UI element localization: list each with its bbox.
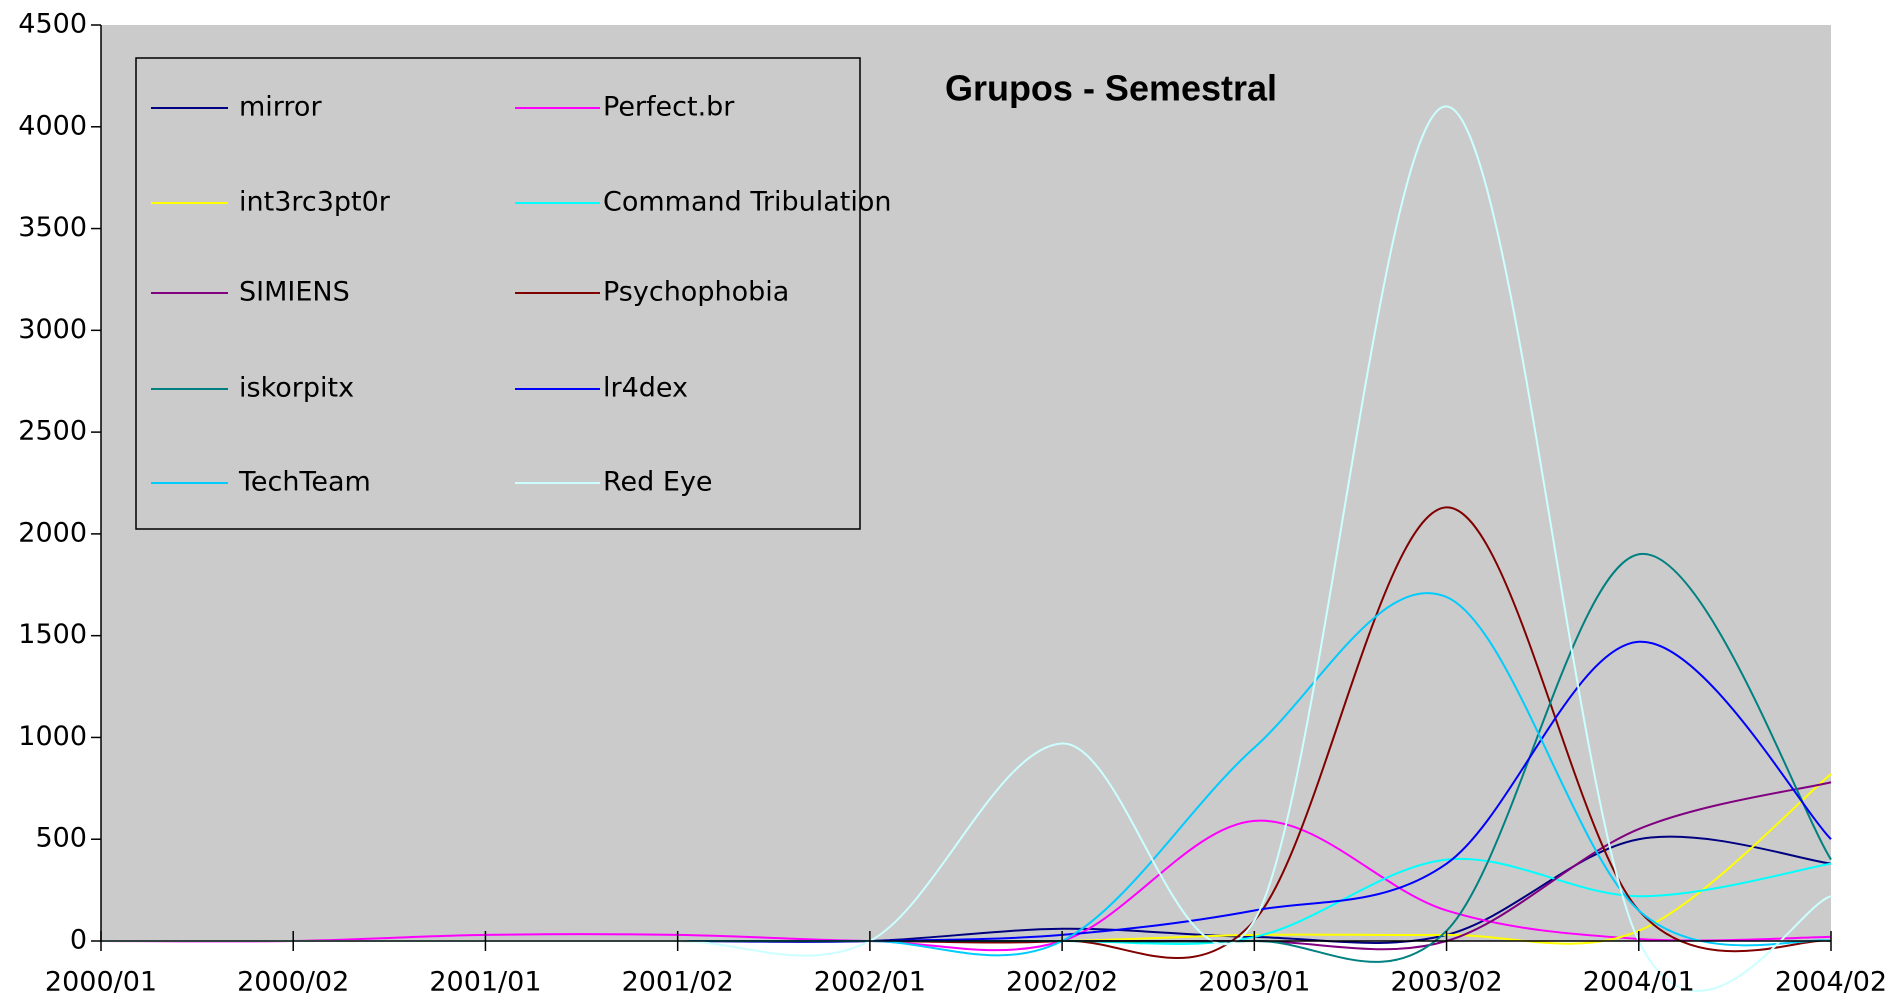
x-tick-label: 2000/01 xyxy=(45,967,157,998)
legend-label: SIMIENS xyxy=(239,277,350,308)
y-tick-label: 1000 xyxy=(18,721,87,752)
legend-box xyxy=(135,57,861,530)
y-tick-label: 4000 xyxy=(18,110,87,141)
legend-label: mirror xyxy=(239,92,322,123)
legend-label: Red Eye xyxy=(603,467,713,498)
y-tick-label: 3500 xyxy=(18,212,87,243)
y-tick-label: 3000 xyxy=(18,314,87,345)
y-tick-label: 4500 xyxy=(18,9,87,40)
chart-title: Grupos - Semestral xyxy=(945,68,1277,109)
y-tick-label: 1500 xyxy=(18,619,87,650)
x-tick-label: 2003/01 xyxy=(1198,967,1310,998)
legend-label: TechTeam xyxy=(238,467,371,498)
x-tick-label: 2000/02 xyxy=(237,967,349,998)
legend-label: int3rc3pt0r xyxy=(239,187,391,218)
series-line xyxy=(100,819,1832,952)
x-tick-label: 2001/01 xyxy=(429,967,541,998)
x-tick-label: 2002/02 xyxy=(1006,967,1118,998)
y-tick-label: 0 xyxy=(70,925,87,956)
legend-label: Command Tribulation xyxy=(603,187,892,218)
y-tick-label: 500 xyxy=(35,823,87,854)
x-tick-label: 2001/02 xyxy=(622,967,734,998)
legend-label: lr4dex xyxy=(603,373,688,404)
y-tick-label: 2000 xyxy=(18,517,87,548)
x-tick-label: 2002/01 xyxy=(814,967,926,998)
x-tick-label: 2004/01 xyxy=(1583,967,1695,998)
legend-label: Perfect.br xyxy=(603,92,735,123)
legend-label: iskorpitx xyxy=(239,373,354,404)
x-tick-label: 2004/02 xyxy=(1775,967,1887,998)
legend-label: Psychophobia xyxy=(603,277,789,308)
x-tick-label: 2003/02 xyxy=(1390,967,1502,998)
y-tick-label: 2500 xyxy=(18,416,87,447)
